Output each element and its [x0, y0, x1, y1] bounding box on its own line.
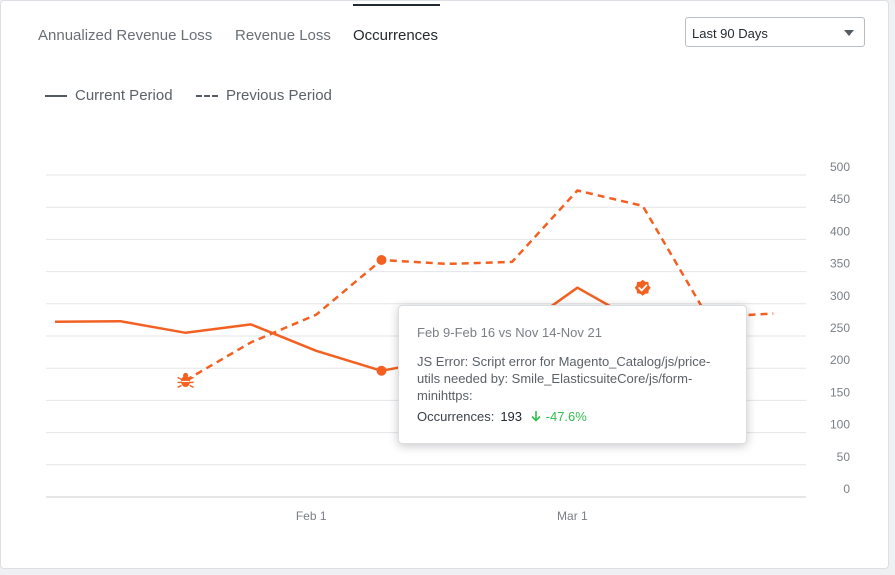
x-tick-label: Feb 1: [296, 509, 327, 523]
bug-icon[interactable]: [177, 372, 194, 389]
legend-label: Current Period: [75, 87, 173, 104]
y-tick-label: 100: [830, 418, 850, 432]
tooltip-metric-value: 193: [500, 409, 523, 424]
chevron-down-icon: [844, 30, 854, 36]
y-tick-label: 150: [830, 385, 850, 399]
dashed-line-swatch: [196, 95, 218, 97]
legend-label: Previous Period: [226, 87, 332, 104]
tooltip-change: -47.6%: [530, 409, 587, 424]
y-tick-label: 500: [830, 160, 850, 174]
tooltip-metric-label: Occurrences:: [417, 409, 495, 424]
date-range-select[interactable]: Last 90 Days: [685, 17, 865, 47]
tooltip-metric-row: Occurrences: 193 -47.6%: [417, 409, 587, 424]
tooltip-period: Feb 9-Feb 16 vs Nov 14-Nov 21: [417, 325, 602, 340]
check-badge-icon[interactable]: [634, 279, 651, 296]
y-tick-label: 0: [843, 482, 850, 496]
chart-tooltip: Feb 9-Feb 16 vs Nov 14-Nov 21 JS Error: …: [398, 305, 747, 444]
y-tick-label: 350: [830, 257, 850, 271]
arrow-down-icon: [531, 411, 541, 422]
tab-revenue-loss[interactable]: Revenue Loss: [235, 27, 331, 44]
tab-occurrences[interactable]: Occurrences: [353, 4, 440, 44]
data-point-marker[interactable]: [376, 255, 387, 266]
y-tick-label: 400: [830, 224, 850, 238]
tooltip-change-value: -47.6%: [545, 409, 587, 424]
active-tab-indicator: [353, 4, 440, 6]
previous-period-line: [184, 189, 774, 382]
date-range-value: Last 90 Days: [692, 26, 768, 41]
y-tick-label: 250: [830, 321, 850, 335]
y-tick-label: 300: [830, 289, 850, 303]
y-tick-label: 450: [830, 192, 850, 206]
tooltip-error-message: JS Error: Script error for Magento_Catal…: [417, 354, 711, 403]
data-point-marker[interactable]: [376, 365, 387, 376]
y-tick-label: 50: [837, 450, 851, 464]
tab-occurrences-label: Occurrences: [353, 27, 439, 44]
x-tick-label: Mar 1: [557, 509, 588, 523]
solid-line-swatch: [45, 95, 67, 97]
tab-annualized-revenue-loss[interactable]: Annualized Revenue Loss: [38, 27, 213, 44]
y-tick-label: 200: [830, 353, 850, 367]
